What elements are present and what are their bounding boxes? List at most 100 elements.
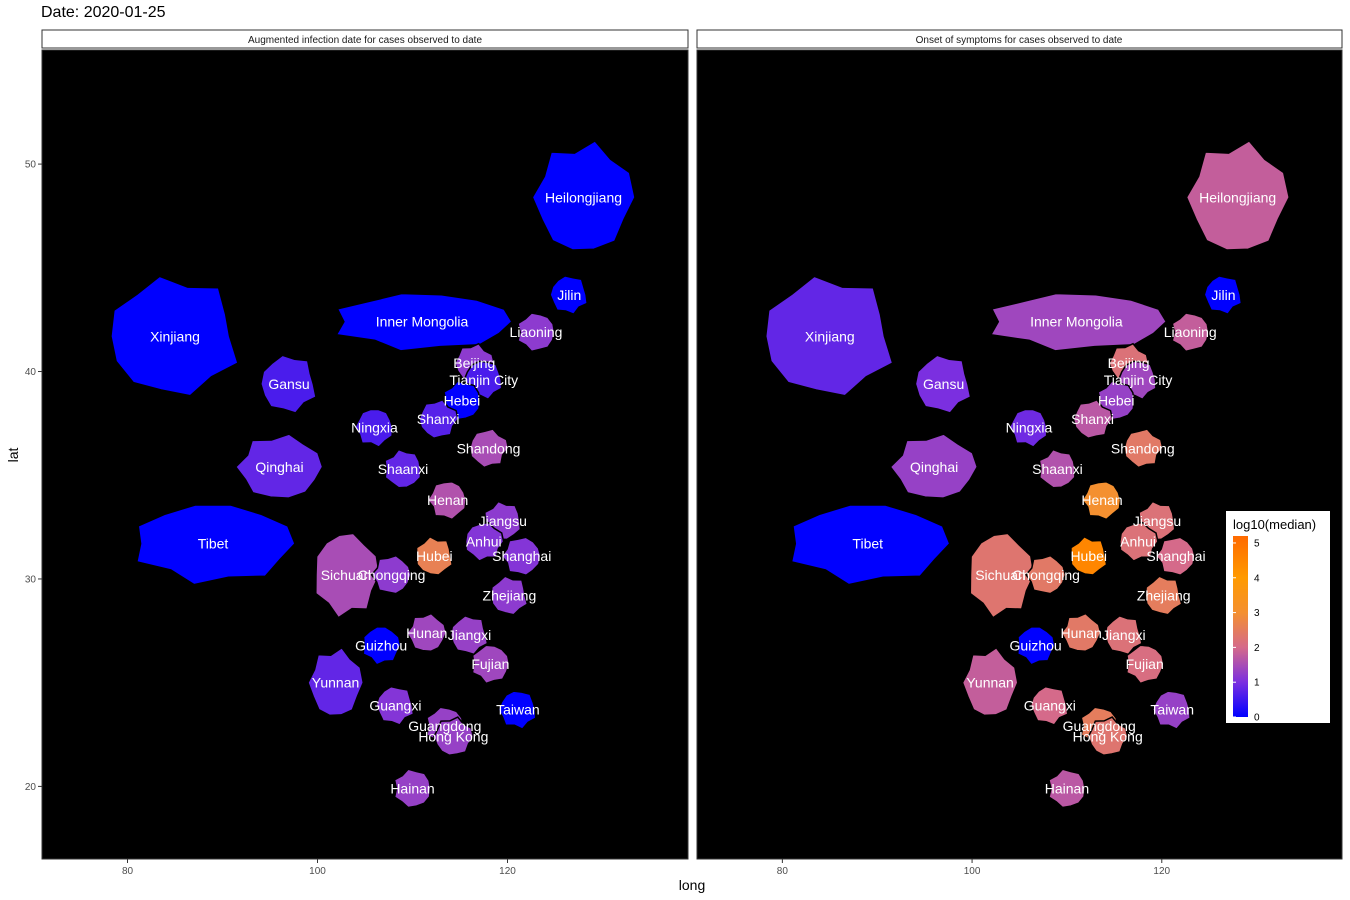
region-shape-xinjiang: [764, 275, 894, 397]
region-shape-hong-kong: [1087, 716, 1129, 756]
region-label: Heilongjiang: [545, 189, 622, 205]
legend-tick-label: 4: [1254, 573, 1260, 584]
region-label: Guangdong: [408, 718, 481, 734]
panel-left-regions: [110, 139, 636, 809]
region-shape-tibet: [790, 504, 951, 586]
region-label: Yunnan: [966, 675, 1014, 691]
y-tick-label: 40: [25, 367, 37, 378]
x-tick-label: 100: [964, 866, 981, 877]
region-label: Shanxi: [417, 411, 460, 427]
region-label: Hunan: [1061, 625, 1102, 641]
region-shape-hunan: [1060, 612, 1102, 653]
legend-tick-label: 0: [1254, 713, 1260, 724]
region-label: Guangdong: [1063, 718, 1136, 734]
legend-tick-label: 5: [1254, 538, 1260, 549]
region-label: Henan: [427, 492, 468, 508]
region-shape-qinghai: [889, 433, 979, 499]
region-shape-hainan: [393, 768, 432, 809]
region-shape-taiwan: [1151, 690, 1191, 731]
region-label: Shandong: [457, 440, 521, 456]
panel-left: Augmented infection date for cases obser…: [25, 29, 689, 877]
region-label: Hainan: [390, 780, 434, 796]
region-label: Guangxi: [1024, 697, 1076, 713]
panel-right-x-axis: 80 100 120: [777, 859, 1171, 877]
legend-colorbar: [1233, 536, 1248, 717]
region-label: Tianjin City: [449, 372, 518, 388]
region-label: Shaanxi: [1032, 461, 1083, 477]
region-label: Guizhou: [1010, 637, 1062, 653]
region-label: Taiwan: [1150, 702, 1194, 718]
panel-right: Onset of symptoms for cases observed to …: [696, 29, 1343, 877]
region-label: Heilongjiang: [1199, 189, 1276, 205]
region-label: Anhui: [466, 534, 502, 550]
region-label: Yunnan: [312, 675, 360, 691]
region-shape-zhejiang: [1144, 575, 1183, 616]
region-shape-sichuan: [969, 532, 1035, 619]
region-label: Guizhou: [355, 637, 407, 653]
region-shape-liaoning: [1171, 312, 1210, 353]
y-tick-label: 30: [25, 574, 37, 585]
region-label: Shanghai: [1146, 548, 1205, 564]
region-label: Chongqing: [358, 567, 426, 583]
region-label: Qinghai: [255, 459, 303, 475]
region-label: Zhejiang: [483, 588, 537, 604]
region-label: Qinghai: [910, 459, 958, 475]
region-shape-shanxi: [1072, 398, 1114, 440]
region-label: Sichuan: [975, 567, 1026, 583]
region-label: Beijing: [1108, 355, 1150, 371]
region-shape-shanxi: [418, 398, 459, 440]
region-shape-chongqing: [1025, 554, 1067, 595]
legend-tick-label: 1: [1254, 678, 1260, 689]
region-shape-jiangxi: [449, 614, 489, 656]
region-shape-anhui: [464, 521, 505, 562]
region-label: Jiangxi: [1102, 627, 1146, 643]
region-shape-liaoning: [517, 312, 556, 353]
region-label: Liaoning: [1164, 324, 1217, 340]
strip-left: [41, 29, 689, 49]
region-label: Xinjiang: [805, 328, 855, 344]
region-label: Hong Kong: [418, 729, 488, 745]
region-label: Hainan: [1045, 780, 1089, 796]
region-shape-fujian: [471, 644, 511, 685]
legend: log10(median) 0 1 2 3 4 5: [1226, 511, 1330, 724]
region-label: Hunan: [406, 625, 447, 641]
region-shape-sichuan: [315, 532, 381, 619]
y-axis-title: lat: [5, 448, 21, 463]
region-shape-shanghai: [1155, 536, 1196, 577]
region-shape-gansu: [914, 354, 972, 414]
region-shape-ningxia: [1008, 408, 1048, 448]
region-shape-fujian: [1125, 644, 1165, 685]
region-shape-ningxia: [353, 408, 394, 448]
region-label: Tianjin City: [1104, 372, 1173, 388]
region-shape-xinjiang: [110, 275, 239, 397]
region-shape-guizhou: [362, 626, 402, 666]
x-tick-label: 120: [499, 866, 516, 877]
region-shape-heilongjiang: [1185, 139, 1290, 251]
region-label: Xinjiang: [150, 328, 200, 344]
region-label: Anhui: [1120, 534, 1156, 550]
region-label: Shandong: [1111, 440, 1175, 456]
region-label: Tibet: [852, 536, 883, 552]
legend-tick-label: 2: [1254, 643, 1260, 654]
region-label: Shaanxi: [378, 461, 429, 477]
panel-right-regions: [764, 139, 1290, 809]
region-shape-shandong: [469, 428, 510, 469]
region-label: Taiwan: [496, 702, 540, 718]
y-tick-label: 50: [25, 160, 37, 171]
region-label: Inner Mongolia: [1030, 314, 1123, 330]
strip-right-text: Onset of symptoms for cases observed to …: [916, 35, 1123, 46]
region-label: Jilin: [1211, 287, 1235, 303]
region-shape-hubei: [1070, 535, 1108, 576]
region-shape-henan: [426, 480, 467, 521]
region-shape-hunan: [405, 612, 448, 653]
y-tick-label: 20: [25, 782, 37, 793]
region-shape-zhejiang: [490, 575, 529, 616]
region-shape-heilongjiang: [531, 139, 636, 251]
legend-tick-label: 3: [1254, 608, 1260, 619]
region-label: Jiangsu: [1133, 513, 1181, 529]
region-shape-qinghai: [234, 433, 324, 499]
region-shape-shaanxi: [1038, 448, 1076, 489]
region-label: Zhejiang: [1137, 588, 1191, 604]
region-shape-taiwan: [497, 690, 537, 731]
